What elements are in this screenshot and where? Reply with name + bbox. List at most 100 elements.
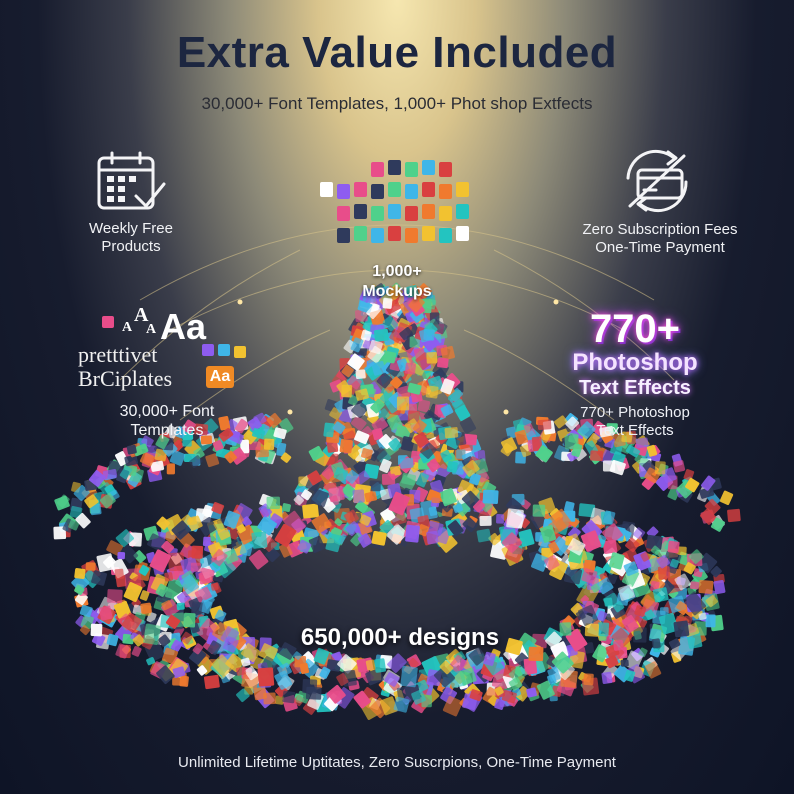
design-tile	[633, 527, 646, 540]
design-tile	[531, 553, 549, 572]
page-title: Extra Value Included	[176, 28, 618, 77]
design-tile	[669, 558, 679, 569]
design-tile	[698, 612, 707, 620]
font-templates-art: A A A Aa pretttivet BrCiplates Aa	[72, 304, 262, 396]
mockup-thumbnail	[439, 184, 452, 199]
design-tile	[169, 450, 186, 466]
design-tile	[379, 458, 392, 473]
design-tile	[483, 651, 496, 666]
design-tile	[266, 496, 281, 510]
design-tile	[258, 643, 278, 662]
design-tile	[333, 467, 349, 482]
design-tile	[167, 552, 185, 572]
design-tile	[439, 660, 454, 675]
design-tile	[218, 415, 231, 431]
design-tile	[602, 523, 623, 545]
design-tile	[248, 549, 269, 570]
design-tile	[640, 551, 650, 562]
design-tile	[138, 564, 150, 576]
design-tile	[603, 597, 613, 607]
mockups-word: Mockups	[362, 283, 432, 300]
design-tile	[155, 583, 168, 597]
design-tile	[423, 409, 439, 424]
design-tile	[505, 637, 523, 656]
design-tile	[161, 600, 173, 611]
design-tile	[119, 544, 139, 564]
design-tile	[371, 417, 388, 433]
design-tile	[56, 494, 70, 508]
design-tile	[299, 662, 310, 675]
design-tile	[581, 568, 598, 584]
design-tile	[247, 416, 262, 432]
design-tile	[327, 684, 346, 704]
no-credit-card-icon	[620, 148, 694, 214]
mockups-count: 1,000+	[372, 263, 422, 280]
design-tile	[589, 507, 606, 525]
design-tile	[297, 539, 312, 554]
design-tile	[308, 445, 324, 461]
design-tile	[633, 627, 647, 643]
design-tile	[161, 540, 175, 554]
design-tile	[131, 646, 142, 657]
design-tile	[545, 631, 562, 649]
design-tile	[68, 519, 80, 531]
design-tile	[380, 507, 396, 523]
design-tile	[682, 591, 707, 616]
design-tile	[654, 461, 666, 475]
text-effects-number: 770+	[589, 307, 681, 351]
design-tile	[355, 500, 369, 514]
design-tile	[565, 416, 580, 431]
mockup-thumbnail	[388, 160, 401, 175]
design-tile	[376, 408, 390, 422]
design-tile	[124, 454, 139, 467]
font-badge-aa: Aa	[206, 366, 234, 388]
design-tile	[217, 527, 231, 541]
design-tile	[282, 510, 307, 536]
design-tile	[325, 533, 342, 553]
design-tile	[327, 485, 345, 503]
design-tile	[387, 284, 404, 300]
design-tile	[444, 427, 459, 439]
design-tile	[308, 535, 325, 554]
mockup-thumbnail	[439, 206, 452, 221]
design-tile	[412, 419, 427, 434]
design-tile	[383, 350, 397, 364]
design-tile	[333, 687, 355, 709]
mockup-thumbnail	[337, 228, 350, 243]
design-tile	[494, 686, 504, 696]
design-tile	[279, 542, 293, 558]
design-tile	[468, 647, 487, 666]
design-tile	[319, 666, 331, 679]
design-tile	[638, 647, 648, 658]
design-tile	[640, 594, 655, 609]
mockup-thumbnail	[439, 228, 452, 243]
design-tile	[404, 362, 417, 375]
zero-subscription-line2: One-Time Payment	[595, 239, 725, 256]
design-tile	[676, 601, 687, 612]
design-tile	[387, 415, 403, 431]
design-tile	[719, 490, 734, 506]
design-tile	[231, 537, 243, 549]
design-tile	[700, 508, 717, 525]
design-tile	[350, 532, 364, 547]
design-tile	[384, 672, 400, 687]
design-tile	[198, 567, 215, 583]
design-tile	[282, 690, 296, 704]
design-tile	[307, 470, 323, 486]
design-tile	[426, 530, 439, 545]
design-tile	[155, 434, 170, 450]
design-tile	[240, 657, 251, 667]
design-tile	[401, 473, 417, 486]
page-subtitle: 30,000+ Font Templates, 1,000+ Phot shop…	[201, 94, 593, 113]
design-tile	[479, 515, 492, 526]
design-tile	[357, 533, 373, 548]
mockup-thumbnail	[456, 182, 469, 197]
mockup-thumbnail	[405, 228, 418, 243]
design-tile	[311, 513, 332, 534]
design-tile	[599, 425, 615, 438]
design-tile	[164, 572, 174, 582]
design-tile	[171, 520, 191, 540]
design-tile	[323, 422, 335, 438]
design-tile	[371, 530, 387, 546]
